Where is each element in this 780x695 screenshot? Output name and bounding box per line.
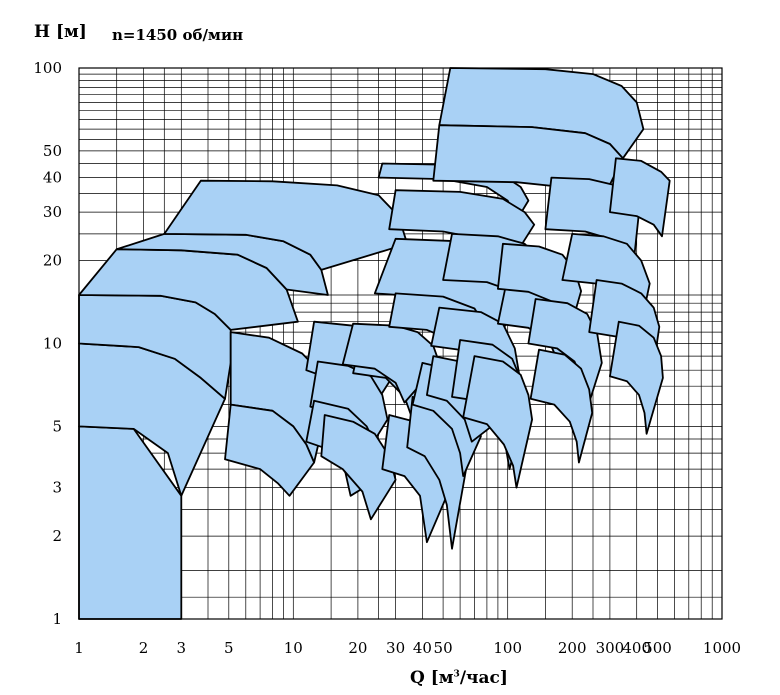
pump-operating-region xyxy=(163,179,409,271)
x-tick-label: 1 xyxy=(74,639,84,657)
y-tick-label: 40 xyxy=(43,169,62,187)
pump-operating-region xyxy=(609,157,671,238)
y-tick-labels: 1 2 3 5 10 20 30 40 50 100 xyxy=(33,59,62,628)
y-axis-title: H [м] xyxy=(34,22,87,42)
pump-operating-region xyxy=(462,355,533,489)
y-tick-label: 30 xyxy=(43,203,62,221)
x-axis-title: Q [м3/час] xyxy=(410,668,508,688)
y-tick-label: 50 xyxy=(43,142,62,160)
x-tick-label: 500 xyxy=(643,639,672,657)
y-tick-label: 1 xyxy=(52,610,62,628)
x-axis-title-main: Q [м xyxy=(410,668,454,688)
speed-label: n=1450 об/мин xyxy=(112,26,244,44)
pump-operating-region xyxy=(320,414,397,521)
x-tick-label: 1000 xyxy=(703,639,741,657)
x-axis-title-rest: /час] xyxy=(459,668,508,688)
y-tick-label: 10 xyxy=(43,335,62,353)
y-tick-label: 2 xyxy=(52,527,62,545)
pump-operating-region xyxy=(609,320,664,435)
x-tick-label: 2 xyxy=(139,639,149,657)
x-tick-label: 10 xyxy=(284,639,303,657)
x-tick-label: 50 xyxy=(434,639,453,657)
plot-frame xyxy=(78,67,723,620)
y-tick-label: 20 xyxy=(43,252,62,270)
x-tick-label: 20 xyxy=(348,639,367,657)
x-tick-label: 400 xyxy=(622,639,651,657)
x-tick-label: 3 xyxy=(177,639,187,657)
pump-regions xyxy=(78,67,671,620)
x-axis-title-superscript: 3 xyxy=(453,669,460,680)
x-tick-label: 200 xyxy=(558,639,587,657)
x-tick-label: 5 xyxy=(224,639,234,657)
pump-operating-region xyxy=(529,348,594,464)
x-tick-label: 30 xyxy=(386,639,405,657)
y-tick-label: 100 xyxy=(33,59,62,77)
x-tick-label: 40 xyxy=(413,639,432,657)
y-tick-label: 3 xyxy=(52,479,62,497)
x-tick-label: 100 xyxy=(493,639,522,657)
y-tick-label: 5 xyxy=(52,417,62,435)
x-tick-label: 300 xyxy=(596,639,625,657)
pump-operating-region xyxy=(224,403,315,497)
